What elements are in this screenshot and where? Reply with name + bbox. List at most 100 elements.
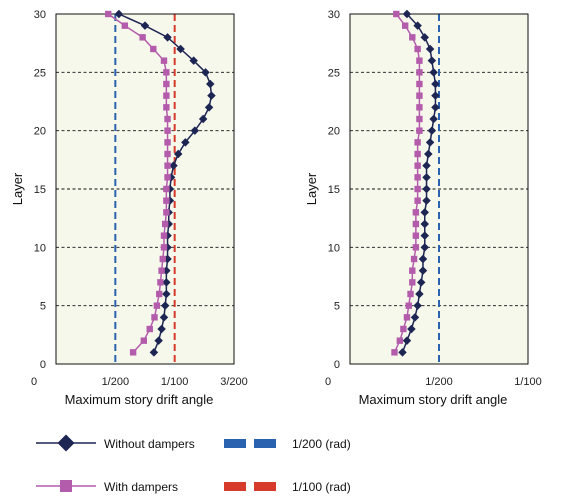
point-diamond-25 — [189, 56, 198, 65]
point-square-8 — [159, 255, 166, 263]
point-square-9 — [412, 244, 420, 251]
y-tick-30: 30 — [34, 9, 46, 21]
point-square-18 — [164, 139, 171, 146]
x-tick-2: 1/100 — [161, 376, 189, 388]
point-diamond-1 — [154, 336, 163, 345]
y-tick-20: 20 — [328, 126, 340, 138]
point-square-8 — [410, 255, 418, 263]
point-diamond-18 — [181, 138, 190, 147]
plot-frame — [55, 13, 235, 365]
point-square-11 — [412, 220, 420, 228]
y-tick-5: 5 — [40, 301, 46, 313]
point-square-14 — [414, 185, 421, 193]
y-tick-10: 10 — [328, 242, 340, 254]
point-diamond-17 — [173, 149, 183, 159]
point-square-6 — [409, 279, 416, 286]
y-tick-0: 0 — [334, 359, 340, 371]
point-diamond-20 — [198, 114, 208, 124]
y-tick-0: 0 — [40, 359, 46, 371]
point-diamond-2 — [157, 324, 166, 334]
point-diamond-25 — [427, 56, 437, 65]
point-square-10 — [160, 232, 168, 239]
point-square-2 — [146, 325, 153, 333]
point-square-27 — [409, 34, 416, 41]
point-diamond-17 — [424, 149, 433, 159]
series-with-dampers — [391, 10, 423, 356]
point-square-0 — [391, 349, 398, 356]
point-diamond-2 — [407, 324, 416, 334]
point-diamond-6 — [416, 278, 426, 287]
point-diamond-8 — [418, 254, 428, 264]
point-square-23 — [163, 80, 170, 88]
point-square-4 — [405, 302, 412, 309]
point-square-0 — [129, 349, 137, 356]
point-square-21 — [163, 104, 170, 111]
legend-ref-100: 1/100 (rad) — [224, 480, 351, 494]
point-diamond-0 — [398, 348, 407, 357]
y-axis-title: Layer — [304, 172, 319, 205]
point-square-16 — [414, 162, 421, 169]
point-square-17 — [164, 150, 171, 158]
x-tick-3: 3/200 — [220, 376, 248, 388]
point-diamond-27 — [163, 33, 172, 42]
point-square-4 — [153, 302, 161, 309]
point-square-23 — [416, 80, 423, 88]
point-diamond-1 — [402, 336, 412, 345]
y-axis-title: Layer — [10, 172, 25, 205]
point-diamond-16 — [422, 161, 431, 170]
point-square-10 — [412, 232, 420, 239]
y-tick-15: 15 — [34, 184, 46, 196]
point-diamond-24 — [201, 68, 210, 77]
point-square-20 — [416, 115, 423, 123]
point-diamond-29 — [402, 9, 412, 19]
legend-ref-100-dash-2 — [254, 482, 276, 491]
point-square-22 — [416, 92, 423, 99]
point-square-12 — [412, 209, 420, 216]
point-square-2 — [400, 325, 407, 333]
point-diamond-13 — [422, 196, 431, 205]
point-diamond-16 — [169, 161, 178, 170]
point-diamond-6 — [162, 278, 171, 287]
point-square-24 — [416, 69, 423, 76]
legend-with-label: With dampers — [104, 480, 178, 494]
y-tick-15: 15 — [328, 184, 340, 196]
x-tick-2: 1/100 — [514, 376, 542, 388]
x-tick-1: 1/200 — [425, 376, 453, 388]
series-with-dampers — [105, 10, 171, 356]
point-diamond-22 — [431, 91, 440, 100]
point-square-7 — [409, 267, 416, 274]
point-diamond-3 — [159, 313, 169, 322]
point-square-13 — [163, 197, 170, 204]
point-square-20 — [164, 115, 171, 123]
point-square-13 — [414, 197, 421, 204]
point-diamond-22 — [207, 91, 216, 100]
point-square-25 — [160, 57, 168, 64]
legend-ref-100-label: 1/100 (rad) — [292, 480, 351, 494]
point-diamond-3 — [410, 313, 420, 322]
point-square-5 — [156, 290, 163, 298]
point-square-27 — [139, 34, 146, 41]
point-diamond-27 — [420, 33, 430, 42]
legend-ref-200-label: 1/200 (rad) — [292, 437, 351, 451]
point-diamond-21 — [204, 103, 214, 112]
legend-ref-200-dash-1 — [224, 439, 246, 448]
legend-without-label: Without dampers — [104, 437, 195, 451]
point-square-29 — [105, 10, 112, 18]
point-diamond-12 — [420, 208, 430, 217]
legend-without-dampers: Without dampers — [36, 434, 195, 452]
point-diamond-4 — [413, 301, 422, 310]
y-tick-10: 10 — [34, 242, 46, 254]
left-chart: 0 5 10 15 20 25 30 0 1/200 1/100 3/200 Maximum stor… — [10, 9, 248, 407]
point-square-29 — [393, 10, 400, 18]
point-square-26 — [414, 45, 421, 53]
point-diamond-18 — [425, 138, 435, 147]
point-square-22 — [163, 92, 170, 99]
point-square-14 — [163, 185, 170, 193]
point-square-28 — [401, 22, 409, 29]
point-square-9 — [160, 244, 168, 251]
point-diamond-15 — [422, 173, 431, 182]
point-diamond-19 — [190, 126, 200, 135]
plot-frame — [349, 13, 529, 365]
point-diamond-20 — [429, 114, 438, 124]
